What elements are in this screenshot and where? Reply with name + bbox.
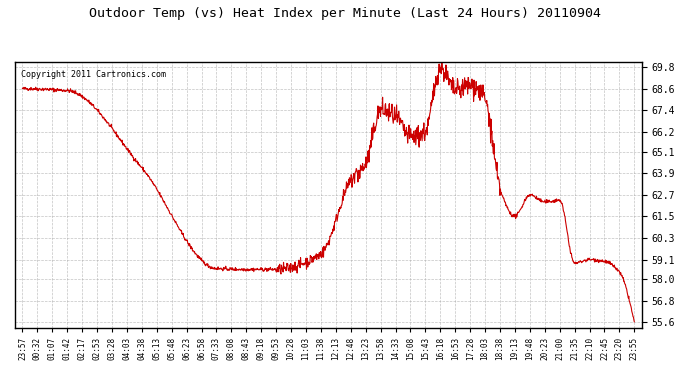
Text: Outdoor Temp (vs) Heat Index per Minute (Last 24 Hours) 20110904: Outdoor Temp (vs) Heat Index per Minute … — [89, 8, 601, 21]
Text: Copyright 2011 Cartronics.com: Copyright 2011 Cartronics.com — [21, 70, 166, 79]
